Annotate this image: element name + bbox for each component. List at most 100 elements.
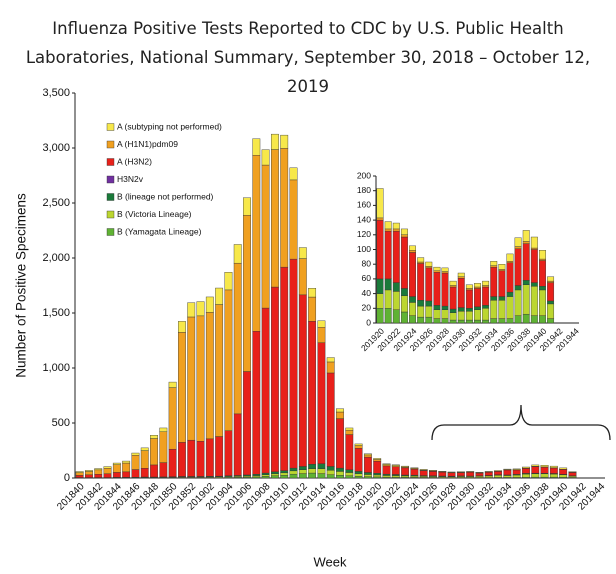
- y-tick-label: 0: [366, 317, 371, 327]
- bar-segment: [317, 468, 326, 474]
- bar-segment: [449, 308, 457, 313]
- bar-segment: [490, 300, 498, 319]
- bar-segment: [140, 468, 149, 478]
- bar-segment: [522, 280, 530, 285]
- chart-title: Influenza Positive Tests Reported to CDC…: [25, 19, 591, 96]
- legend-swatch: [106, 175, 115, 184]
- bar-segment: [289, 473, 298, 479]
- bar-segment: [384, 289, 392, 309]
- bar-segment: [540, 465, 549, 468]
- bar-segment: [441, 267, 449, 272]
- bar-segment: [498, 296, 506, 301]
- bar-segment: [409, 252, 416, 297]
- y-tick-label: 60: [362, 273, 372, 283]
- bar-segment: [506, 262, 514, 293]
- y-tick-label: 100: [357, 244, 371, 254]
- bar-segment: [474, 288, 481, 308]
- bar-segment: [449, 312, 457, 321]
- bar-segment: [514, 315, 522, 324]
- bar-segment: [280, 134, 289, 149]
- legend-swatch: [106, 140, 115, 149]
- bar-segment: [539, 258, 546, 261]
- bar-segment: [308, 468, 317, 474]
- bar-segment: [539, 260, 546, 287]
- bar-segment: [215, 304, 224, 437]
- legend-label: B (Victoria Lineage): [117, 209, 192, 219]
- bar-segment: [531, 464, 540, 467]
- bar-segment: [547, 300, 555, 305]
- bar-segment: [512, 469, 521, 475]
- bar-segment: [261, 476, 270, 479]
- bar-segment: [215, 436, 224, 477]
- bar-segment: [392, 228, 400, 232]
- bar-segment: [280, 266, 289, 471]
- bar-segment: [514, 289, 522, 316]
- bar-segment: [252, 331, 261, 475]
- bar-segment: [490, 261, 498, 266]
- y-tick-label: 500: [52, 417, 70, 429]
- bar-segment: [490, 266, 498, 297]
- bar-segment: [475, 472, 484, 476]
- bar-segment: [417, 257, 425, 263]
- bar-segment: [75, 472, 84, 476]
- bar-segment: [539, 286, 546, 291]
- bar-segment: [474, 283, 481, 288]
- bar-segment: [484, 471, 493, 476]
- bar-segment: [140, 450, 149, 469]
- bar-segment: [441, 305, 449, 310]
- bar-segment: [131, 469, 140, 478]
- bar-segment: [103, 466, 112, 469]
- bar-segment: [547, 282, 555, 302]
- bar-segment: [540, 467, 549, 474]
- bar-segment: [363, 454, 372, 458]
- bar-segment: [425, 266, 433, 269]
- bar-segment: [514, 246, 522, 249]
- bar-segment: [224, 430, 233, 477]
- bar-segment: [417, 305, 425, 318]
- bar-segment: [547, 303, 555, 319]
- bar-segment: [433, 305, 441, 310]
- bar-segment: [425, 316, 433, 324]
- bar-segment: [465, 284, 473, 289]
- bar-segment: [447, 472, 456, 477]
- bar-segment: [506, 318, 514, 324]
- bar-segment: [429, 470, 437, 472]
- bar-segment: [494, 475, 502, 478]
- bar-segment: [559, 467, 568, 470]
- bar-segment: [373, 460, 382, 474]
- bar-segment: [280, 148, 289, 268]
- bar-segment: [506, 291, 514, 297]
- bar-segment: [196, 315, 205, 442]
- bar-segment: [400, 236, 408, 289]
- bar-segment: [391, 475, 400, 478]
- bar-segment: [490, 265, 498, 268]
- legend-swatch: [106, 210, 115, 219]
- bar-segment: [308, 321, 317, 465]
- bar-segment: [498, 270, 506, 297]
- bar-segment: [490, 318, 498, 324]
- bar-segment: [252, 138, 261, 156]
- bar-segment: [417, 300, 425, 307]
- bar-segment: [498, 264, 506, 270]
- bar-segment: [270, 475, 279, 479]
- bar-segment: [506, 261, 514, 263]
- y-tick-label: 2,500: [42, 197, 70, 209]
- bar-segment: [438, 471, 447, 473]
- bar-segment: [373, 473, 382, 476]
- bar-segment: [280, 475, 289, 479]
- bar-segment: [392, 291, 400, 310]
- bar-segment: [400, 234, 408, 238]
- bar-segment: [373, 458, 382, 460]
- bar-segment: [514, 237, 522, 247]
- bar-segment: [417, 263, 425, 301]
- bar-segment: [224, 289, 233, 431]
- bar-segment: [261, 474, 270, 477]
- bar-segment: [196, 441, 205, 477]
- bar-segment: [530, 249, 538, 283]
- legend-label: H3N2v: [117, 174, 144, 184]
- bar-segment: [326, 361, 335, 374]
- bar-segment: [482, 280, 490, 286]
- bar-segment: [503, 469, 512, 476]
- bar-segment: [317, 342, 326, 464]
- bar-segment: [530, 247, 538, 250]
